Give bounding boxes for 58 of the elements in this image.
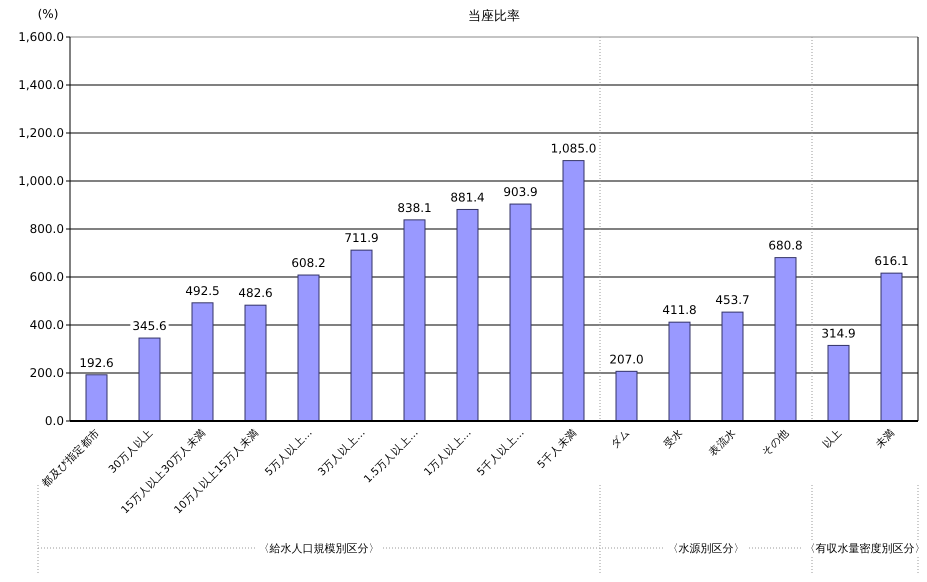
x-tick-label: 5千人未満 bbox=[534, 426, 580, 471]
y-tick-label: 1,600.0 bbox=[18, 30, 64, 44]
x-tick-label: 5千人以上… bbox=[474, 426, 527, 478]
data-label: 492.5 bbox=[185, 284, 220, 298]
bar bbox=[828, 344, 850, 422]
bar bbox=[722, 312, 744, 422]
x-tick-label: 都及び指定都市 bbox=[38, 426, 103, 490]
data-label: 711.9 bbox=[344, 231, 379, 246]
data-label: 453.7 bbox=[715, 293, 750, 308]
data-label: 207.0 bbox=[609, 352, 644, 366]
data-label: 881.4 bbox=[450, 190, 485, 204]
text: 〈有収水量密度別区分〉 bbox=[804, 542, 926, 555]
y-tick-label: 800.0 bbox=[30, 222, 64, 236]
bar bbox=[616, 370, 638, 422]
data-label: 838.1 bbox=[397, 200, 432, 215]
y-axis-title: (%) bbox=[38, 7, 58, 21]
x-tick-label: 未満 bbox=[872, 426, 898, 451]
data-label: 616.1 bbox=[874, 254, 909, 268]
data-label: 903.9 bbox=[503, 185, 538, 200]
data-label: 411.8 bbox=[662, 303, 697, 318]
data-label: 608.2 bbox=[291, 256, 326, 270]
chart-title: 当座比率 bbox=[468, 8, 520, 24]
x-tick-label: 30万人以上 bbox=[106, 426, 156, 476]
bar bbox=[880, 272, 902, 422]
x-tick-label: 1万人以上… bbox=[421, 426, 474, 478]
bar bbox=[456, 208, 478, 422]
bar bbox=[562, 160, 584, 422]
bar bbox=[510, 204, 532, 422]
y-tick-label: 0.0 bbox=[44, 414, 64, 428]
bar bbox=[404, 219, 426, 422]
bar bbox=[668, 322, 690, 422]
bar bbox=[244, 304, 266, 422]
y-tick-label: 600.0 bbox=[30, 270, 64, 284]
x-tick-label: 以上 bbox=[820, 426, 845, 451]
y-tick-label: 1,200.0 bbox=[18, 126, 64, 140]
data-label: 314.9 bbox=[821, 326, 856, 340]
bar bbox=[86, 374, 108, 422]
bar bbox=[192, 302, 214, 422]
data-label: 192.6 bbox=[79, 356, 114, 370]
bar bbox=[138, 338, 160, 422]
data-label: 680.8 bbox=[768, 238, 803, 253]
x-tick-label: 受水 bbox=[660, 426, 686, 451]
y-tick-label: 400.0 bbox=[30, 318, 64, 332]
y-tick-label: 200.0 bbox=[30, 366, 64, 380]
data-label: 345.6 bbox=[132, 319, 167, 334]
data-label: 482.6 bbox=[238, 286, 273, 300]
x-tick-label: 表流水 bbox=[706, 426, 739, 458]
data-label: 1,085.0 bbox=[550, 142, 596, 156]
x-tick-label: 5万人以上… bbox=[262, 426, 315, 478]
x-tick-label: ダム bbox=[608, 426, 633, 451]
y-tick-label: 1,400.0 bbox=[18, 78, 64, 92]
bar bbox=[350, 250, 372, 422]
x-tick-label: その他 bbox=[760, 426, 792, 458]
text: 〈給水人口規模別区分〉 bbox=[258, 542, 380, 555]
text: 〈水源別区分〉 bbox=[668, 542, 744, 555]
bar bbox=[774, 257, 796, 422]
bar bbox=[298, 274, 320, 422]
y-tick-label: 1,000.0 bbox=[18, 174, 64, 188]
